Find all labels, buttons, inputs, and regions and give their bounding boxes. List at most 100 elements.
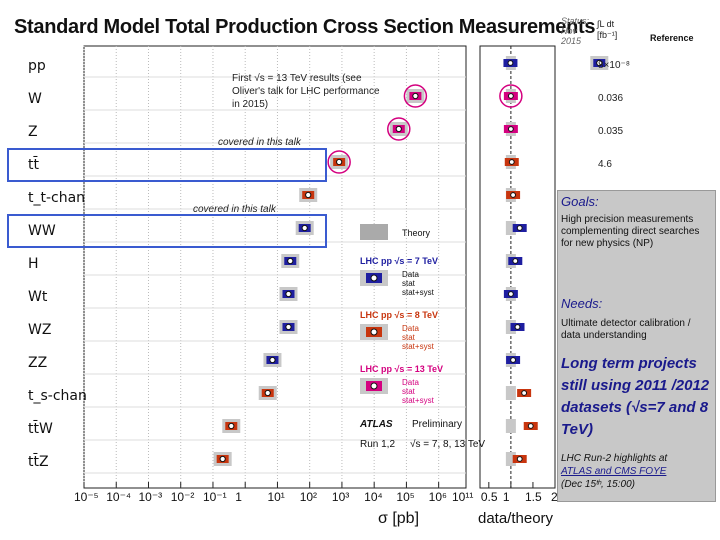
x-tick-label: 10¹¹ (452, 490, 474, 504)
legend-stat-7: stat (402, 279, 415, 288)
x2-tick-label: 0.5 (480, 490, 498, 504)
highlight-tt (7, 148, 327, 182)
reference-header: Reference (650, 33, 694, 43)
first-results-note: First √s = 13 TeV results (see Oliver's … (232, 73, 380, 110)
data-point (264, 389, 271, 397)
legend-theory: Theory (402, 228, 431, 238)
data-point (219, 455, 226, 463)
x-tick-label: 10³ (331, 490, 350, 504)
ratio-theory-band (505, 221, 516, 235)
goals-panel (557, 190, 716, 502)
x-tick-label: 10⁻² (170, 490, 195, 504)
covered-note-1: covered in this talk (218, 137, 301, 148)
data-point (269, 356, 276, 364)
process-label: tt̄Z (28, 454, 49, 470)
x-tick-label: 10⁴ (364, 490, 383, 504)
x-tick-label: 10¹ (267, 490, 285, 504)
legend-statsyst-8: stat+syst (402, 342, 434, 351)
lumi-value: 4.6 (598, 159, 612, 170)
atlas-label: ATLAS (360, 419, 393, 430)
legend-lhc13: LHC pp √s = 13 TeV (360, 364, 444, 374)
data-point (287, 257, 294, 265)
longterm-text: Long term projects still using 2011 /201… (561, 355, 710, 438)
x-tick-label: 1 (235, 490, 242, 504)
ratio-point (516, 225, 523, 231)
highlight-13tev-circle (403, 84, 428, 108)
ratio-point (510, 192, 516, 198)
data-point (596, 59, 603, 67)
x2-axis-label: data/theory (478, 510, 554, 527)
highlight-13tev-circle (499, 84, 523, 108)
data-point (301, 224, 308, 232)
lhc-run2-prefix: LHC Run-2 highlights at (561, 453, 668, 464)
legend-data-13: Data (402, 378, 419, 387)
ratio-theory-band (505, 386, 516, 400)
ratio-point (507, 126, 514, 132)
legend-statsyst-7: stat+syst (402, 288, 434, 297)
ratio-point (516, 456, 523, 462)
legend-theory-swatch (360, 224, 388, 240)
legend-lhc8: LHC pp √s = 8 TeV (360, 310, 439, 320)
chart-marks (7, 56, 609, 466)
plot-box (83, 45, 467, 489)
legend-data-8: Data (402, 324, 419, 333)
legend-point (370, 328, 378, 336)
ratio-point (508, 159, 515, 165)
preliminary-label: Preliminary (412, 419, 463, 430)
plot-frame (83, 45, 556, 489)
ratio-point (527, 423, 534, 429)
ratio-point (512, 258, 519, 264)
x-tick-label: 10⁻⁴ (106, 490, 132, 504)
x-tick-label: 10⁻³ (138, 490, 163, 504)
process-label: Wt (28, 289, 48, 305)
legend-stat-13: stat (402, 387, 415, 396)
ratio-point (510, 357, 516, 363)
x-tick-label: 10⁶ (428, 490, 447, 504)
ratio-theory-band (505, 419, 516, 433)
x-tick-label: 10⁵ (396, 490, 415, 504)
lumi-value: 8×10⁻⁸ (598, 60, 631, 71)
legend-point (370, 382, 378, 390)
process-label: pp (28, 58, 46, 74)
lumi-header: ∫L dt [fb⁻¹] (597, 19, 618, 40)
lumi-value: 0.035 (598, 126, 624, 137)
legend-statsyst-13: stat+syst (402, 396, 434, 405)
process-label: tt̄ (28, 157, 39, 173)
process-label: WZ (28, 322, 52, 338)
data-point (285, 290, 292, 298)
legend-point (370, 274, 378, 282)
process-label: t_t-chan (28, 190, 86, 206)
ratio-point (507, 291, 514, 297)
ratio-point (521, 390, 528, 396)
lumi-value: 0.036 (598, 93, 624, 104)
lhc-run2-text: LHC Run-2 highlights at ATLAS and CMS FO… (561, 452, 711, 491)
process-label: W (28, 91, 42, 107)
process-label: Z (28, 124, 38, 140)
highlight-13tev-circle (327, 150, 351, 174)
lhc-run2-link[interactable]: ATLAS and CMS FOYE (561, 466, 667, 477)
ratio-theory-band (505, 452, 516, 466)
status-label: Status: Nov 2015 (561, 16, 590, 46)
legend-lhc7: LHC pp √s = 7 TeV (360, 256, 439, 266)
ratio-point (514, 324, 521, 330)
highlight-ww (7, 214, 327, 248)
data-point (285, 323, 292, 331)
run-label: Run 1,2 (360, 439, 396, 450)
data-point (228, 422, 235, 430)
x2-tick-label: 1 (502, 490, 510, 504)
ratio-point (507, 93, 514, 99)
highlight-13tev-circle (387, 117, 411, 141)
data-point (336, 158, 343, 166)
needs-title: Needs: (561, 296, 603, 311)
process-label: ZZ (28, 355, 48, 371)
x-tick-label: 10⁻⁵ (74, 490, 99, 504)
goals-title: Goals: (561, 194, 599, 209)
process-label: H (28, 256, 39, 272)
ratio-point (507, 60, 514, 66)
covered-note-2: covered in this talk (193, 204, 276, 215)
process-label: t_s-chan (28, 388, 87, 404)
data-point (305, 191, 312, 199)
process-label: WW (28, 223, 56, 239)
ratio-box (479, 45, 556, 489)
